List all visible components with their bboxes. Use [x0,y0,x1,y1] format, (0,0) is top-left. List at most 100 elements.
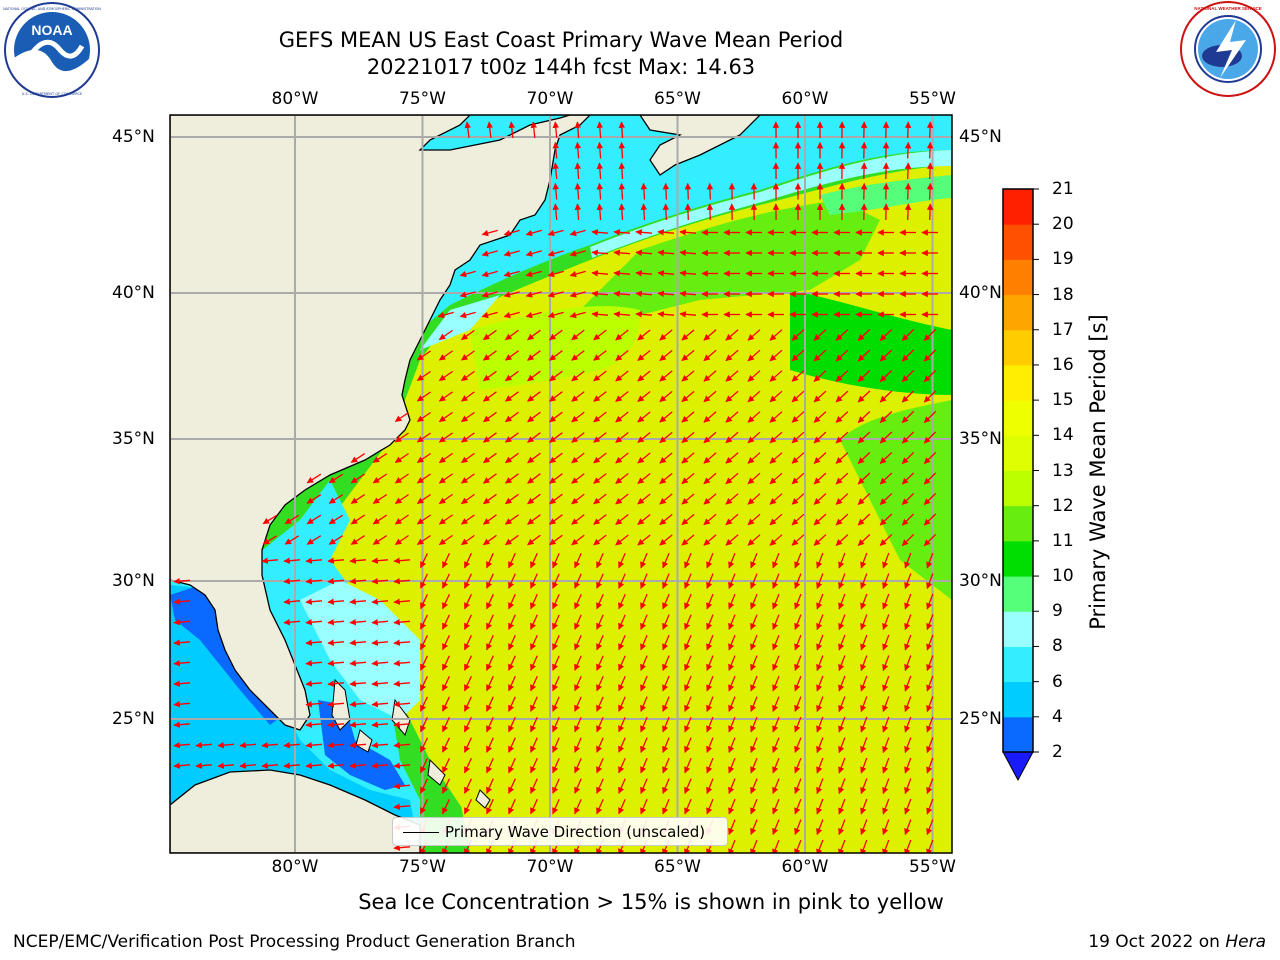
wave-direction-arrow [482,432,497,443]
wave-direction-arrow [571,493,585,505]
wave-direction-arrow [442,614,450,630]
wave-direction-arrow [593,391,607,402]
wave-direction-arrow [239,762,257,769]
wave-direction-arrow [750,614,758,631]
wave-direction-arrow [728,757,736,774]
wave-direction-arrow [750,593,758,610]
wave-direction-arrow [596,737,604,753]
wave-direction-arrow [747,452,761,464]
wave-direction-arrow [530,757,538,774]
wave-direction-arrow [571,514,585,525]
wave-direction-arrow [901,533,915,547]
wave-direction-arrow [173,721,191,728]
wave-direction-arrow [569,229,586,237]
wave-direction-arrow [547,270,564,278]
wave-direction-arrow [571,534,585,546]
wave-direction-arrow [615,493,629,505]
wave-direction-arrow [305,598,323,605]
map-subtitle: 20221017 t00z 144h fcst Max: 14.63 [366,55,756,79]
wave-direction-arrow [394,473,409,484]
wave-direction-arrow [747,493,761,505]
wave-direction-arrow [816,552,824,569]
wave-direction-arrow [569,291,586,298]
wave-direction-arrow [552,778,560,794]
wave-direction-arrow [596,182,604,200]
wave-direction-arrow [684,552,692,569]
wave-direction-arrow [173,577,191,585]
wave-direction-arrow [794,675,802,692]
wave-direction-arrow [593,493,607,505]
wave-direction-arrow [747,472,761,485]
wave-direction-arrow [857,493,871,505]
wave-direction-arrow [574,552,582,569]
wave-direction-arrow [613,229,631,236]
wave-direction-arrow [816,634,824,651]
wave-direction-arrow [772,757,780,774]
colorbar-tick-label: 9 [1052,601,1063,622]
wave-direction-arrow [838,716,846,733]
wave-direction-arrow [394,534,409,546]
wave-direction-arrow [684,182,692,200]
wave-direction-arrow [772,552,780,569]
wave-direction-arrow [728,675,736,692]
wave-direction-arrow [835,329,849,341]
wave-direction-arrow [637,390,651,403]
wave-direction-arrow [393,741,411,749]
wave-direction-arrow [659,390,673,403]
wave-direction-arrow [923,390,937,403]
wave-direction-arrow [486,737,494,753]
wave-direction-arrow [860,593,868,610]
wave-direction-arrow [904,778,912,795]
wave-direction-arrow [486,696,494,712]
wave-direction-arrow [706,552,714,569]
wave-direction-arrow [706,573,714,590]
wave-direction-arrow [794,593,802,610]
wave-direction-arrow [305,762,323,769]
wave-direction-arrow [860,696,868,713]
wave-direction-arrow [527,473,541,484]
wave-direction-arrow [283,557,301,564]
wave-direction-arrow [860,634,868,651]
wave-direction-arrow [794,737,802,754]
wave-direction-arrow [574,121,582,139]
wave-direction-arrow [571,452,585,464]
wave-direction-arrow [725,349,739,362]
wave-direction-arrow [747,513,761,526]
wave-direction-arrow [552,696,560,712]
wave-direction-arrow [923,451,937,465]
wave-direction-arrow [640,593,648,610]
wave-direction-arrow [596,573,604,589]
wave-direction-arrow [725,472,739,485]
wave-direction-arrow [261,741,279,749]
wave-direction-arrow [394,432,409,443]
wave-direction-arrow [860,757,868,774]
wave-direction-arrow [328,473,344,484]
wave-direction-arrow [464,634,472,651]
wave-direction-arrow [420,573,428,589]
wave-direction-arrow [703,534,717,546]
wave-direction-arrow [860,614,868,631]
wave-direction-arrow [703,390,717,403]
wave-direction-arrow [791,534,805,546]
wave-direction-arrow [305,577,323,585]
wave-direction-arrow [372,473,388,484]
wave-direction-arrow [659,493,673,505]
wave-direction-arrow [527,350,541,361]
wave-direction-arrow [662,182,670,200]
wave-direction-arrow [393,577,411,585]
wave-direction-arrow [305,680,323,687]
wave-direction-arrow [530,737,538,753]
wave-direction-arrow [596,614,604,630]
wave-direction-arrow [442,778,450,794]
wave-direction-arrow [926,162,934,180]
wave-direction-arrow [879,411,893,423]
wave-direction-arrow [593,534,607,546]
wave-direction-arrow [838,737,846,754]
wave-direction-arrow [769,534,783,546]
wave-direction-arrow [173,618,191,626]
wave-direction-arrow [549,432,563,443]
wave-direction-arrow [596,552,604,569]
wave-direction-arrow [217,762,235,769]
wave-direction-arrow [460,493,475,505]
wave-direction-arrow [349,557,367,564]
